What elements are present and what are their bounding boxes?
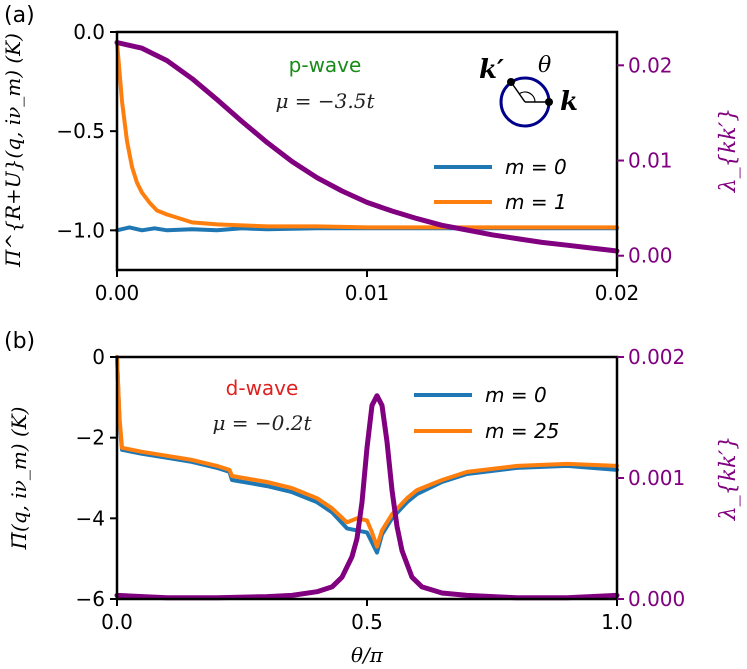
panel-a-ytick-label-0: −1.0 bbox=[56, 218, 105, 242]
panel-a-label: (a) bbox=[4, 3, 35, 28]
panel-a-ytick-right-label-0: 0.00 bbox=[628, 244, 673, 268]
panel-b-y-ticks-right: 0.000 0.001 0.002 bbox=[617, 345, 685, 611]
panel-a-xtick-label-2: 0.02 bbox=[595, 281, 640, 305]
legend-b-m25-label: m = 25 bbox=[485, 419, 559, 443]
panel-a-ytick-right-label-1: 0.01 bbox=[628, 149, 673, 173]
panel-b-xtick-label-1: 0.5 bbox=[351, 610, 383, 634]
legend-a-m1-label: m = 1 bbox=[505, 190, 567, 214]
panel-a-mu-annotation: μ = −3.5t bbox=[275, 89, 375, 113]
panel-b-y-ticks: −6 −4 −2 0 bbox=[76, 345, 117, 611]
panel-b-series-1-line bbox=[115, 355, 619, 549]
panel-a-plot-area bbox=[114, 39, 620, 254]
panel-b-y-label-right: λ_{kk′} bbox=[716, 436, 741, 522]
panel-b-plot-area bbox=[114, 355, 620, 601]
panel-a-y-ticks-right: 0.00 0.01 0.02 bbox=[617, 53, 673, 268]
panel-b-x-ticks: 0.0 0.5 1.0 bbox=[101, 599, 633, 634]
panel-b-label: (b) bbox=[4, 329, 35, 354]
panel-a-ytick-label-2: 0.0 bbox=[73, 20, 105, 44]
panel-b-ytick-label-1: −4 bbox=[76, 506, 105, 530]
panel-a-series-2-line bbox=[114, 40, 620, 254]
panel-b: (b) 0.0 0.5 1.0 −6 −4 −2 0 0.000 0.001 0.002 Π̄… bbox=[4, 329, 741, 667]
panel-b-ytick-right-label-0: 0.000 bbox=[628, 587, 685, 611]
legend-a-m0-label: m = 0 bbox=[505, 155, 567, 179]
panel-b-xtick-label-0: 0.0 bbox=[101, 610, 133, 634]
panel-b-ytick-label-3: 0 bbox=[92, 345, 105, 369]
panel-b-series-2-line bbox=[114, 393, 620, 601]
panel-a-xtick-label-1: 0.01 bbox=[345, 281, 390, 305]
panel-a-y-ticks: −1.0 −0.5 0.0 bbox=[56, 20, 117, 242]
k-prime-line bbox=[510, 81, 526, 103]
k-prime-label: k′ bbox=[479, 55, 504, 85]
panel-a-ytick-right-label-2: 0.02 bbox=[628, 53, 673, 77]
panel-b-legend: m = 0 m = 25 bbox=[414, 383, 559, 443]
panel-a: (a) 0.00 0.01 0.02 −1.0−0.50.0 0.000.010.0… bbox=[1, 3, 741, 305]
panel-b-mu-annotation: μ = −0.2t bbox=[212, 411, 312, 435]
panel-b-ytick-right-label-1: 0.001 bbox=[628, 466, 685, 490]
panel-a-legend: m = 0 m = 1 bbox=[434, 155, 567, 214]
panel-a-y-label: Π^{R+U}(q, iν_m) (K) bbox=[1, 33, 25, 268]
k-label: k bbox=[560, 87, 578, 117]
panel-b-ytick-label-0: −6 bbox=[76, 587, 105, 611]
panel-b-wave-annotation: d-wave bbox=[226, 376, 299, 400]
panel-a-y-label-right: λ_{kk′} bbox=[716, 108, 741, 194]
panel-a-wave-annotation: p-wave bbox=[289, 53, 362, 77]
panel-b-y-label: Π̄(q, iν_m) (K) bbox=[7, 407, 31, 551]
panel-b-ytick-label-2: −2 bbox=[76, 426, 105, 450]
legend-b-m0-label: m = 0 bbox=[485, 383, 547, 407]
panel-b-ytick-right-label-2: 0.002 bbox=[628, 345, 685, 369]
panel-a-xtick-label-0: 0.00 bbox=[95, 281, 140, 305]
panel-a-ytick-label-1: −0.5 bbox=[56, 119, 105, 143]
panel-a-x-ticks: 0.00 0.01 0.02 bbox=[95, 270, 640, 305]
k-vector-inset: k′ θ k bbox=[479, 53, 578, 128]
k-prime-dot bbox=[507, 78, 515, 86]
k-dot bbox=[545, 98, 553, 106]
panel-a-series-1-line bbox=[115, 39, 619, 230]
theta-label: θ bbox=[538, 53, 551, 78]
panel-b-x-label: θ/π bbox=[351, 643, 384, 667]
theta-arc bbox=[518, 91, 536, 103]
panel-b-xtick-label-2: 1.0 bbox=[601, 610, 633, 634]
